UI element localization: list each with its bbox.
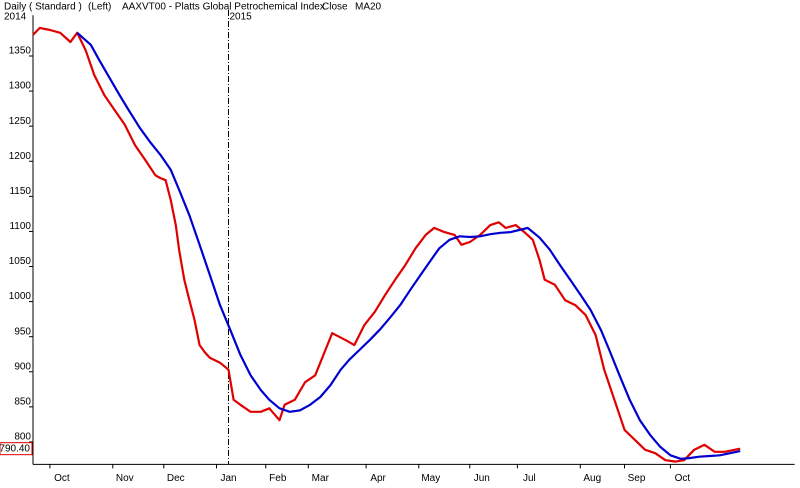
x-tick-label: Jun <box>474 473 490 484</box>
y-tick-label: 1050 <box>9 256 32 267</box>
y-tick-label: 1250 <box>9 116 32 127</box>
x-tick-label: Nov <box>116 473 134 484</box>
y-tick-label: 1150 <box>9 186 31 197</box>
y-tick-label: 950 <box>14 326 31 337</box>
y-tick-label: 1000 <box>9 291 32 302</box>
legend-entry: MA20 <box>355 2 382 13</box>
y-tick-label: 1350 <box>9 46 32 57</box>
y-tick-label: 1100 <box>9 221 31 232</box>
y-tick-label: 1200 <box>9 151 32 162</box>
year-label: 2015 <box>230 12 253 23</box>
y-tick-label: 800 <box>14 432 31 443</box>
x-tick-label: Mar <box>312 473 330 484</box>
header-text: (Left) <box>88 2 111 13</box>
x-tick-label: May <box>421 473 440 484</box>
legend-entry: Close <box>322 2 348 13</box>
x-tick-label: Feb <box>269 473 287 484</box>
year-label: 2014 <box>4 12 27 23</box>
x-tick-label: Oct <box>675 473 691 484</box>
x-tick-label: Sep <box>628 473 646 484</box>
x-tick-label: Dec <box>167 473 185 484</box>
series-line <box>76 31 741 460</box>
x-tick-label: Aug <box>583 473 601 484</box>
x-tick-label: Oct <box>54 473 70 484</box>
series-line <box>32 26 741 463</box>
y-tick-label: 900 <box>14 361 31 372</box>
last-value-box <box>0 442 33 456</box>
header-text: AAXVT00 - Platts Global Petrochemical In… <box>122 2 325 13</box>
x-tick-label: Jan <box>220 473 236 484</box>
header-text: Daily ( Standard ) <box>4 2 82 13</box>
x-tick-label: Jul <box>523 473 536 484</box>
y-tick-label: 850 <box>14 396 31 407</box>
x-tick-label: Apr <box>370 473 386 484</box>
last-value-label: 790.40 <box>0 443 30 454</box>
y-tick-label: 1300 <box>9 81 32 92</box>
